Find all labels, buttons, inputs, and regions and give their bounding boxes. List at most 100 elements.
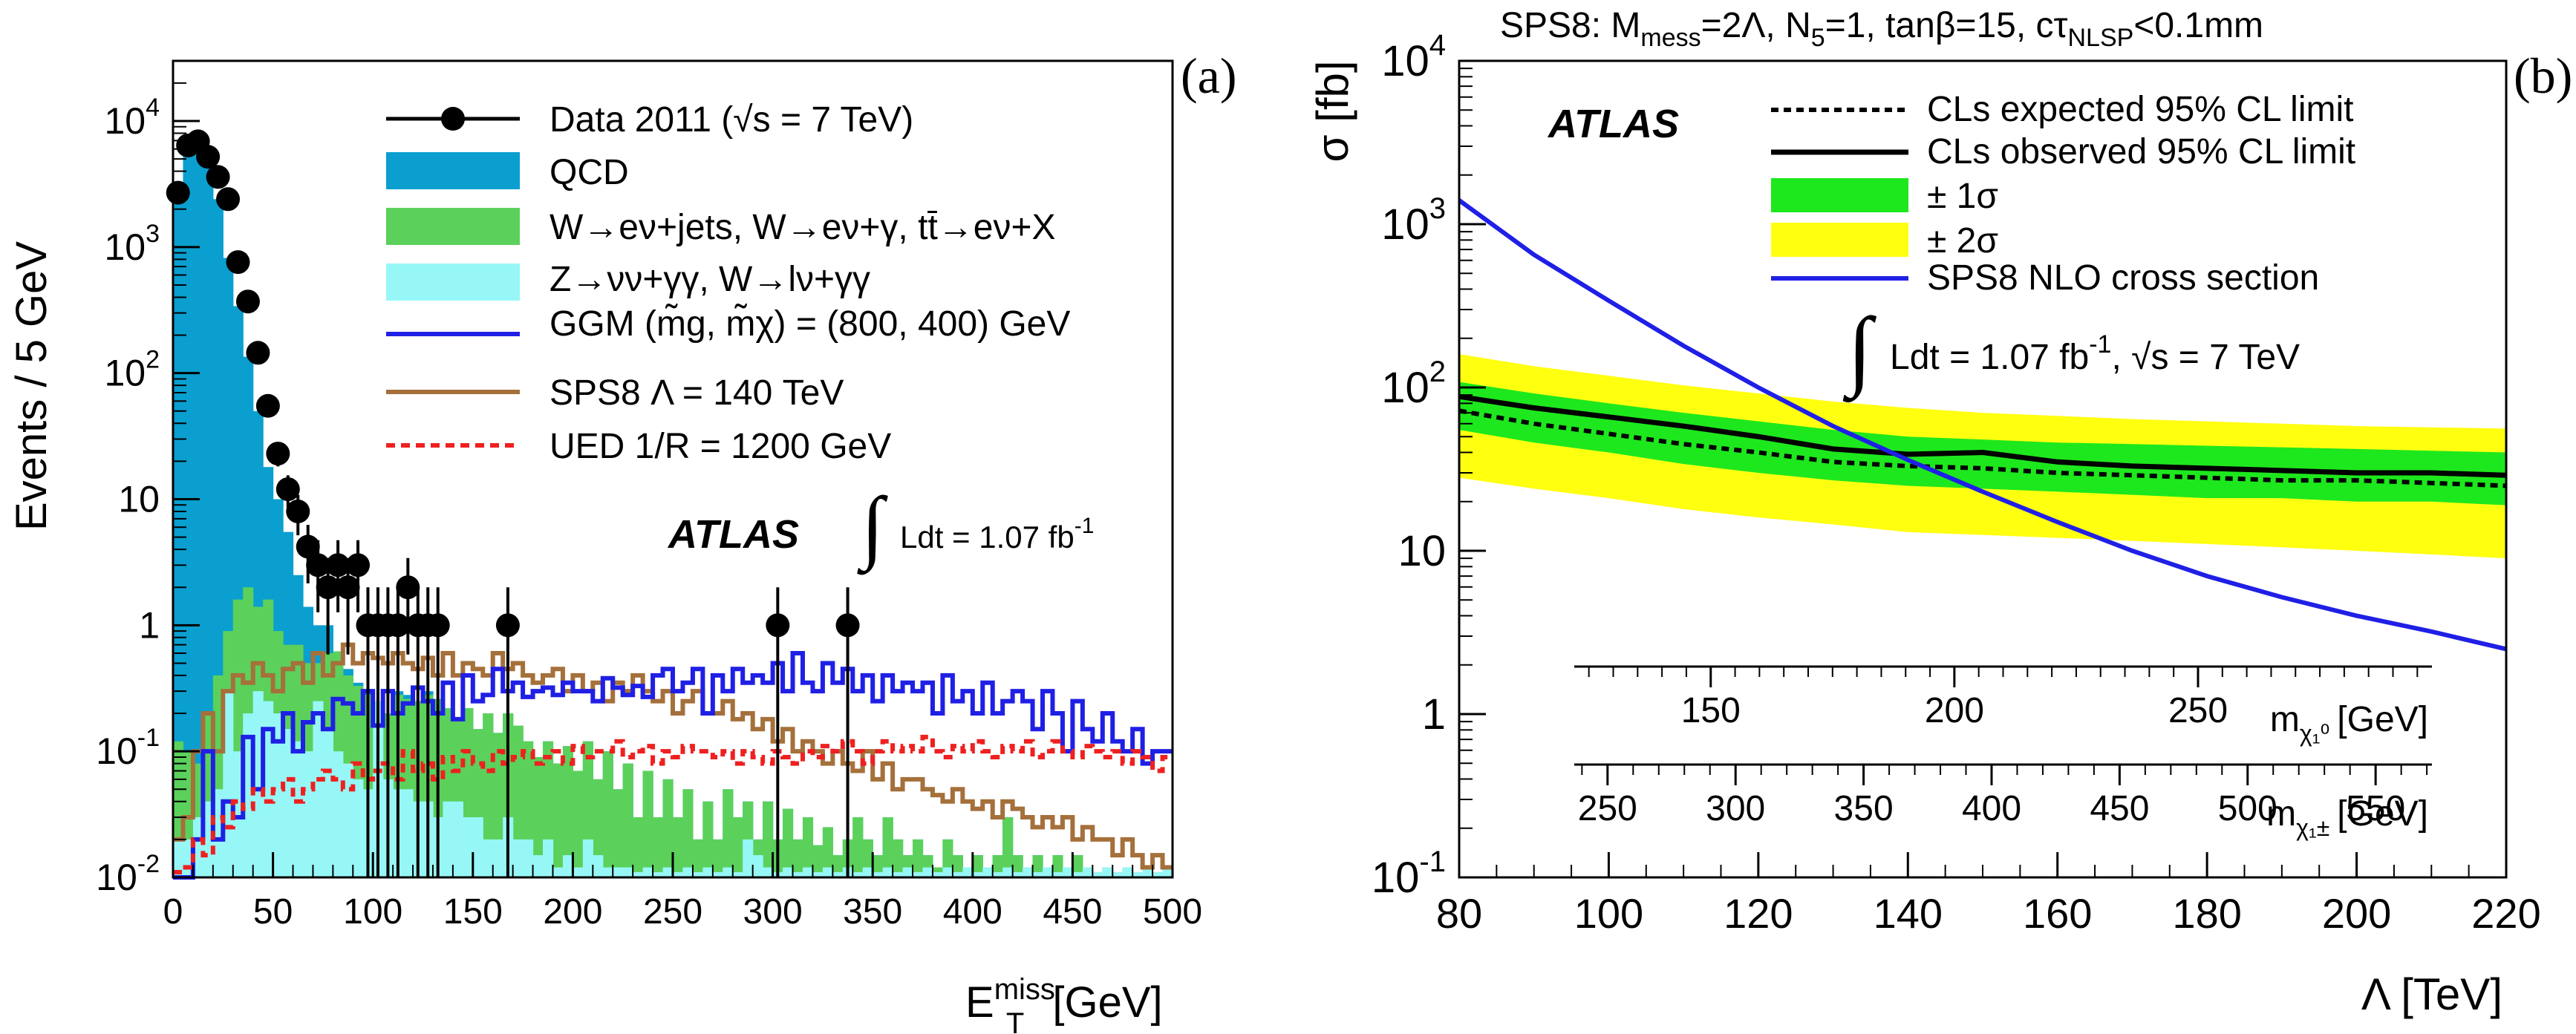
- a-z-bar: [822, 867, 833, 877]
- b-x-axis-label: Λ [TeV]: [2361, 969, 2502, 1019]
- a-z-bar: [512, 839, 524, 877]
- a-data-point: [495, 613, 520, 638]
- b-x-tick-label: 200: [2322, 890, 2391, 937]
- a-legend-qcd: QCD: [550, 153, 629, 192]
- a-w-bar: [852, 817, 864, 877]
- a-z-bar: [472, 817, 483, 877]
- a-y-tick-label: 104: [104, 94, 160, 142]
- a-z-bar: [322, 729, 333, 877]
- a-z-bar: [523, 839, 534, 877]
- a-z-bar: [173, 839, 184, 877]
- b-plot-frame: [1458, 59, 2508, 879]
- a-z-bar: [1132, 871, 1144, 877]
- b-x-tick-label: 80: [1436, 890, 1482, 937]
- a-z-bar: [543, 839, 554, 877]
- a-data-point: [206, 165, 230, 189]
- a-y-tick-label: 1: [139, 604, 160, 646]
- a-data-point: [255, 393, 280, 418]
- a-z-bar: [293, 741, 304, 877]
- b-sec-axis-2-tick-label: 250: [1578, 789, 1637, 828]
- a-w-bar: [622, 763, 633, 877]
- a-z-bar: [1032, 871, 1043, 877]
- a-z-bar: [492, 839, 503, 877]
- a-x-tick-label: 350: [843, 892, 902, 932]
- a-z-bar: [962, 867, 974, 877]
- a-legend-z: Z→νν+γγ, W→lν+γγ: [550, 260, 870, 299]
- a-z-bar: [353, 779, 364, 877]
- b-sec-axis-2-tick-label: 350: [1834, 789, 1894, 828]
- a-data-point: [235, 289, 260, 314]
- b-x-tick-label: 100: [1574, 890, 1643, 937]
- a-z-bar: [952, 871, 963, 877]
- b-sec-axis-2-tick-label: 300: [1706, 789, 1765, 828]
- b-y-tick-label: 102: [1381, 356, 1446, 412]
- a-z-bar: [882, 867, 893, 877]
- a-z-bar: [443, 801, 454, 877]
- a-x-tick-label: 50: [253, 892, 293, 932]
- a-w-bar: [913, 839, 924, 877]
- a-z-bar: [873, 871, 884, 877]
- a-w-bar: [532, 756, 544, 877]
- a-z-bar: [1112, 871, 1124, 877]
- a-data-point: [246, 341, 270, 365]
- a-w-bar: [952, 855, 963, 877]
- a-z-bar: [712, 871, 723, 877]
- a-data-point: [336, 575, 360, 600]
- a-z-bar: [783, 867, 794, 877]
- a-z-bar: [342, 763, 353, 877]
- a-w-bar: [702, 801, 714, 877]
- a-legend-w: W→eν+jets, W→eν+γ, tt̄→eν+X: [550, 208, 1056, 247]
- a-legend-w-swatch: [386, 208, 520, 245]
- b-sec-axis-2-tick-label: 400: [1962, 789, 2021, 828]
- a-z-bar: [313, 701, 324, 877]
- b-title: SPS8: Mmess=2Λ, N5=1, tanβ=15, cτNLSP<0.…: [1500, 6, 2263, 52]
- b-legend-observed: CLs observed 95% CL limit: [1927, 132, 2355, 171]
- b-y-tick-label: 103: [1381, 192, 1446, 249]
- a-w-bar: [732, 817, 743, 877]
- a-lumi: Ldt = 1.07 fb-1: [900, 514, 1094, 554]
- a-z-bar: [273, 713, 284, 877]
- a-w-bar: [832, 855, 844, 877]
- a-w-bar: [1002, 817, 1014, 877]
- a-w-bar: [602, 751, 613, 877]
- a-z-bar: [1082, 867, 1093, 877]
- a-x-tick-label: 150: [443, 892, 503, 932]
- a-z-bar: [1052, 871, 1063, 877]
- a-w-bar: [822, 827, 833, 877]
- a-z-bar: [483, 839, 494, 877]
- b-expected-line: [1458, 408, 2507, 488]
- a-z-bar: [573, 867, 584, 877]
- a-y-tick-label: 10: [118, 479, 160, 520]
- a-x-tick-label: 300: [743, 892, 803, 932]
- a-z-bar: [302, 751, 314, 877]
- a-z-bar: [932, 871, 944, 877]
- a-z-bar: [1122, 867, 1133, 877]
- b-sec-axis-2-tick-label: 500: [2218, 789, 2277, 828]
- a-x-tick-label: 0: [163, 892, 183, 932]
- a-sps8-line: [173, 642, 1173, 870]
- a-z-bar: [1002, 867, 1014, 877]
- a-z-bar: [402, 789, 414, 877]
- b-y-tick-label: 10-1: [1372, 845, 1446, 902]
- a-w-bar: [972, 855, 983, 877]
- a-z-bar: [463, 817, 474, 877]
- a-ggm-line: [173, 651, 1173, 880]
- b-bands: [1459, 354, 2506, 559]
- b-sec-axis-1-tick-label: 150: [1681, 691, 1741, 730]
- a-w-bar: [633, 817, 644, 877]
- a-data-point: [326, 553, 350, 577]
- a-w-bar: [673, 817, 684, 877]
- a-z-bar: [1102, 867, 1113, 877]
- a-w-bar: [723, 789, 734, 877]
- a-data-point: [296, 534, 320, 559]
- a-z-bar: [642, 867, 653, 877]
- a-y-axis-label: Events / 5 GeV: [7, 241, 56, 531]
- a-z-bar: [992, 871, 1003, 877]
- a-legend-ggm: GGM (m̃g, m̃χ) = (800, 400) GeV: [550, 304, 1070, 344]
- a-qcd-bar: [183, 144, 194, 877]
- a-data-point: [226, 250, 250, 275]
- b-sec-axis-1-label: mχ₁⁰ [GeV]: [2270, 700, 2428, 747]
- b-x-tick-label: 120: [1724, 890, 1793, 937]
- a-qcd-bar: [203, 161, 214, 877]
- b-y-tick-label: 10: [1398, 527, 1446, 575]
